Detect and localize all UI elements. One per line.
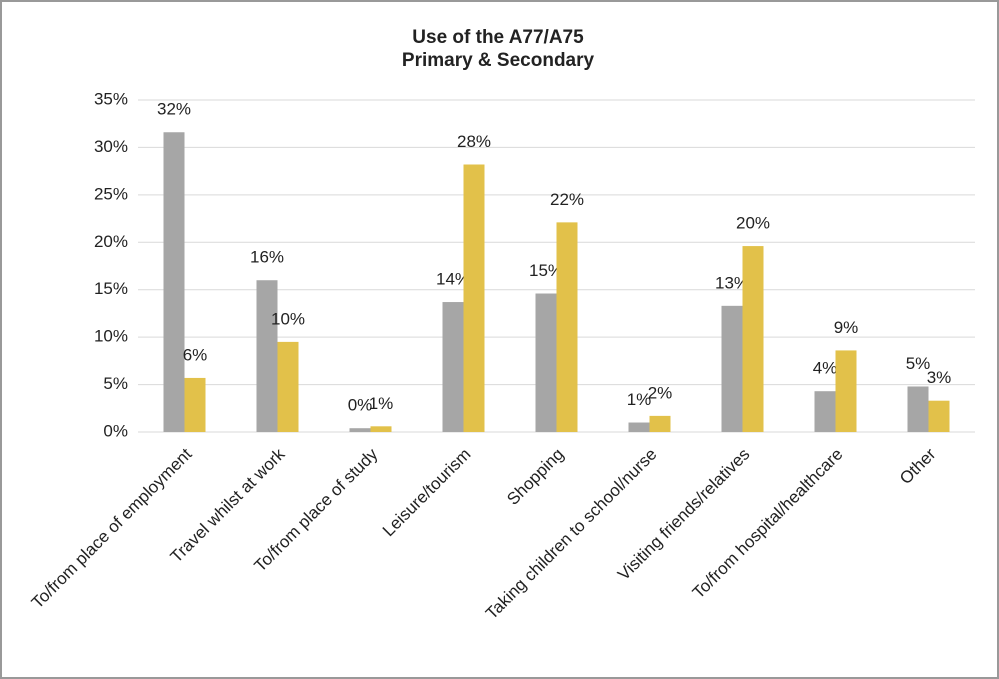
bar — [442, 302, 464, 432]
value-label: 22% — [550, 190, 584, 209]
chart-subtitle: Primary & Secondary — [402, 50, 595, 71]
y-tick-label: 25% — [94, 184, 128, 203]
value-label: 28% — [457, 132, 491, 151]
bar — [184, 377, 206, 432]
value-label: 3% — [927, 368, 952, 387]
bar — [835, 350, 857, 432]
value-label: 2% — [648, 383, 673, 402]
bar — [370, 426, 392, 432]
bar — [463, 164, 485, 432]
value-label: 6% — [183, 345, 208, 364]
bar — [349, 428, 371, 432]
bar — [649, 415, 671, 432]
bar — [814, 391, 836, 432]
bar — [628, 422, 650, 432]
bar — [721, 305, 743, 432]
value-label: 10% — [271, 309, 305, 328]
y-tick-label: 10% — [94, 327, 128, 346]
value-label: 1% — [627, 390, 652, 409]
value-label: 5% — [906, 354, 931, 373]
value-label: 15% — [529, 261, 563, 280]
value-label: 20% — [736, 214, 770, 233]
value-label: 16% — [250, 248, 284, 267]
bar — [742, 246, 764, 432]
value-label: 14% — [436, 270, 470, 289]
bar — [163, 132, 185, 432]
y-tick-label: 20% — [94, 232, 128, 251]
value-label: 0% — [348, 396, 373, 415]
value-label: 4% — [813, 359, 838, 378]
bar — [277, 341, 299, 432]
bar — [907, 386, 929, 432]
y-tick-label: 30% — [94, 137, 128, 156]
value-label: 32% — [157, 100, 191, 119]
value-label: 1% — [369, 394, 394, 413]
chart-title: Use of the A77/A75 — [412, 27, 584, 48]
bar — [535, 293, 557, 432]
y-tick-label: 35% — [94, 89, 128, 108]
bar — [928, 400, 950, 432]
y-tick-label: 15% — [94, 279, 128, 298]
value-label: 13% — [715, 273, 749, 292]
bar — [256, 280, 278, 432]
y-tick-label: 5% — [103, 374, 128, 393]
value-label: 9% — [834, 318, 859, 337]
bar — [556, 222, 578, 432]
y-tick-label: 0% — [103, 421, 128, 440]
